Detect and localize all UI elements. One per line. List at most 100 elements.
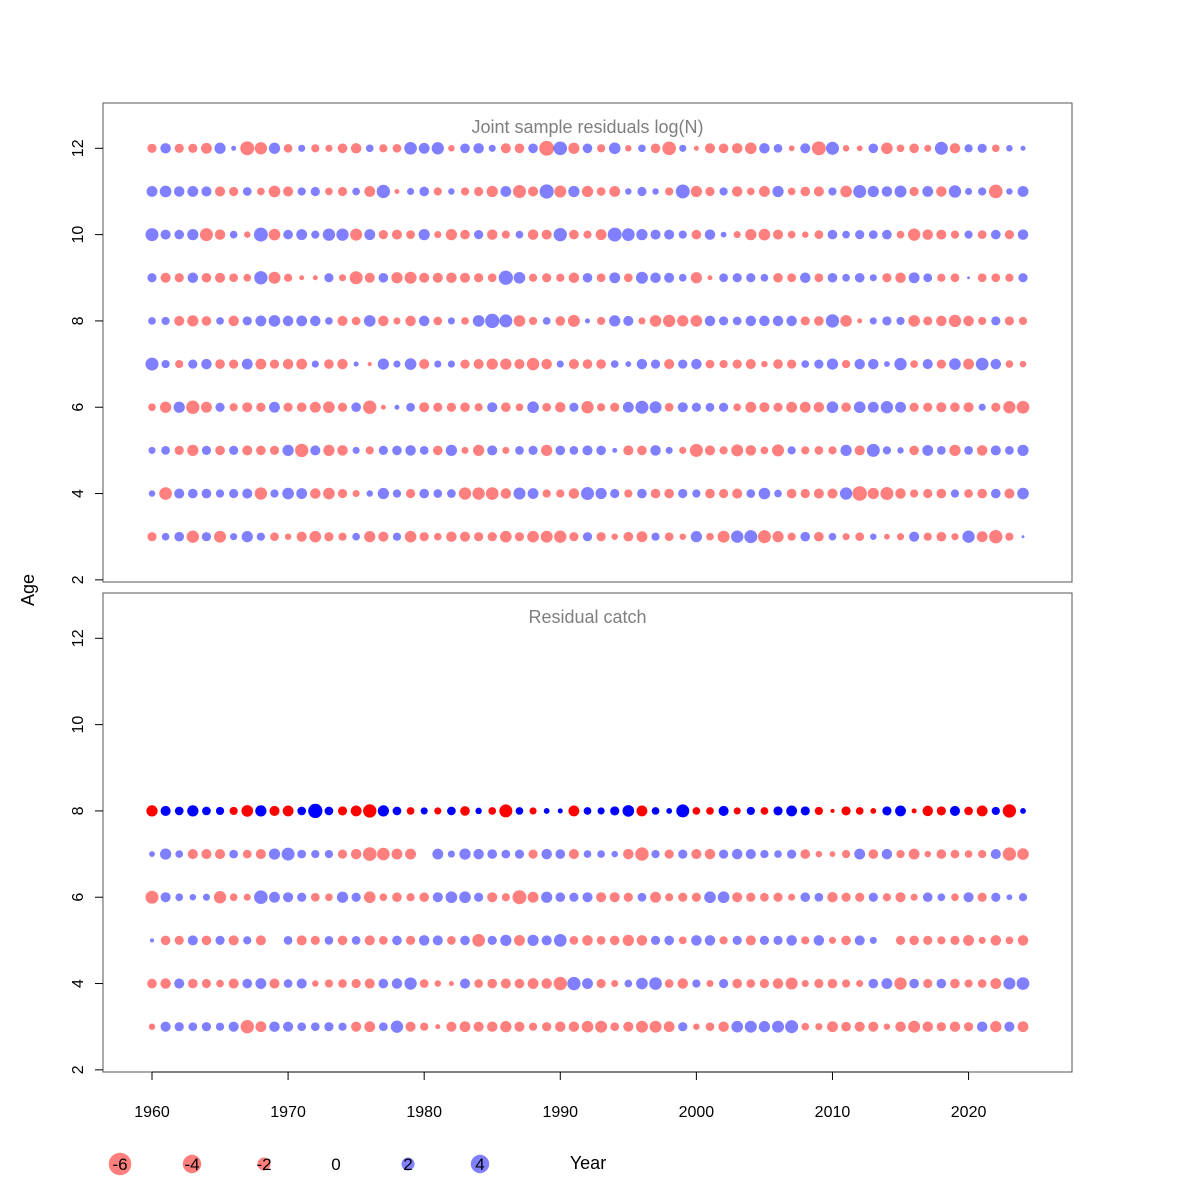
bubble-age-5: [418, 935, 430, 946]
bubble-age-4: [923, 488, 933, 499]
bubble-age-9: [338, 274, 347, 282]
bubble-age-6: [978, 403, 986, 411]
bubble-age-3: [841, 1021, 851, 1032]
bubble-age-5: [378, 936, 388, 945]
bubble-age-7: [815, 850, 823, 858]
bubble-age-10: [842, 230, 850, 239]
bubble-age-6: [746, 892, 756, 902]
bubble-age-3: [270, 532, 279, 542]
bubble-age-10: [733, 231, 741, 239]
bubble-age-3: [623, 1021, 634, 1032]
bubble-age-7: [774, 850, 782, 858]
bubble-age-5: [1005, 936, 1014, 945]
y-tick-label: 4: [70, 489, 87, 498]
bubble-age-3: [420, 1022, 429, 1031]
bubble-age-5: [814, 446, 824, 455]
bubble-age-5: [161, 446, 170, 455]
bubble-age-9: [609, 272, 621, 284]
bubble-age-3: [610, 1022, 620, 1032]
bubble-age-8: [1004, 316, 1014, 326]
bubble-age-9: [1018, 273, 1028, 283]
bubble-age-12: [718, 143, 729, 154]
bubble-age-7: [311, 849, 320, 859]
bubble-age-8: [567, 314, 580, 327]
bubble-age-9: [895, 272, 906, 284]
bubble-age-5: [553, 934, 567, 947]
bubble-age-4: [201, 488, 212, 499]
bubble-age-11: [867, 185, 879, 198]
bubble-age-9: [854, 272, 865, 283]
bubble-age-5: [569, 936, 579, 945]
bubble-age-6: [555, 892, 566, 903]
bubble-age-5: [201, 445, 212, 455]
bubble-age-6: [1003, 401, 1016, 414]
bubble-age-7: [868, 849, 879, 859]
bubble-age-5: [514, 934, 525, 946]
bubble-age-10: [595, 229, 607, 241]
bubble-age-8: [350, 805, 362, 817]
bubble-age-3: [459, 531, 471, 542]
bubble-age-8: [690, 315, 703, 327]
bubble-age-3: [540, 530, 553, 543]
bubble-age-3: [324, 1022, 334, 1032]
bubble-age-6: [269, 401, 280, 413]
bubble-age-4: [758, 487, 771, 500]
bubble-age-5: [447, 936, 456, 945]
bubble-age-7: [432, 848, 444, 860]
bubble-age-5: [609, 935, 620, 946]
bubble-age-4: [159, 487, 172, 500]
bubble-age-10: [418, 228, 430, 241]
bubble-age-12: [977, 143, 987, 153]
bubble-age-6: [582, 892, 593, 903]
bubble-age-7: [610, 360, 619, 368]
bubble-age-10: [283, 229, 293, 240]
bubble-age-12: [924, 144, 932, 152]
bubble-age-7: [367, 362, 372, 367]
bubble-age-3: [527, 530, 539, 543]
bubble-age-9: [635, 271, 648, 284]
bubble-age-7: [719, 359, 728, 369]
y-axis-title: Age: [18, 574, 38, 606]
bubble-age-6: [991, 402, 1001, 412]
bubble-age-11: [500, 186, 512, 197]
bubble-age-4: [580, 487, 595, 501]
bubble-age-9: [719, 273, 728, 283]
bubble-age-5: [786, 935, 797, 946]
bubble-age-10: [378, 230, 388, 240]
bubble-age-4: [664, 979, 674, 988]
bubble-age-6: [512, 890, 527, 905]
bubble-age-11: [419, 186, 430, 197]
bubble-age-3: [744, 530, 758, 544]
bubble-age-6: [419, 892, 430, 903]
bubble-age-3: [951, 533, 959, 541]
bubble-age-6: [855, 892, 865, 902]
bubble-age-10: [187, 228, 199, 241]
bubble-age-4: [448, 981, 454, 987]
bubble-age-5: [622, 934, 634, 947]
bubble-age-4: [310, 488, 321, 499]
bubble-age-10: [214, 229, 226, 240]
bubble-age-8: [296, 315, 308, 327]
bubble-age-7: [801, 360, 810, 368]
x-tick-label: 1980: [406, 1104, 442, 1121]
bubble-age-4: [366, 490, 373, 497]
bubble-age-4: [458, 487, 472, 500]
bubble-age-6: [963, 892, 974, 903]
bubble-age-4: [964, 489, 973, 498]
bubble-age-4: [800, 488, 810, 499]
bubble-age-6: [419, 402, 430, 413]
bubble-age-5: [528, 445, 538, 455]
bubble-age-8: [363, 804, 377, 818]
bubble-age-3: [936, 1022, 946, 1032]
bubble-age-11: [731, 186, 743, 197]
bubble-age-11: [637, 186, 647, 197]
bubble-age-5: [719, 936, 728, 945]
bubble-age-5: [472, 444, 485, 457]
bubble-age-6: [159, 401, 172, 413]
bubble-age-7: [419, 359, 430, 370]
bubble-age-7: [704, 848, 716, 860]
bubble-age-9: [419, 272, 430, 283]
bubble-age-3: [364, 531, 376, 543]
bubble-age-8: [745, 315, 757, 327]
bubble-age-8: [310, 315, 321, 327]
